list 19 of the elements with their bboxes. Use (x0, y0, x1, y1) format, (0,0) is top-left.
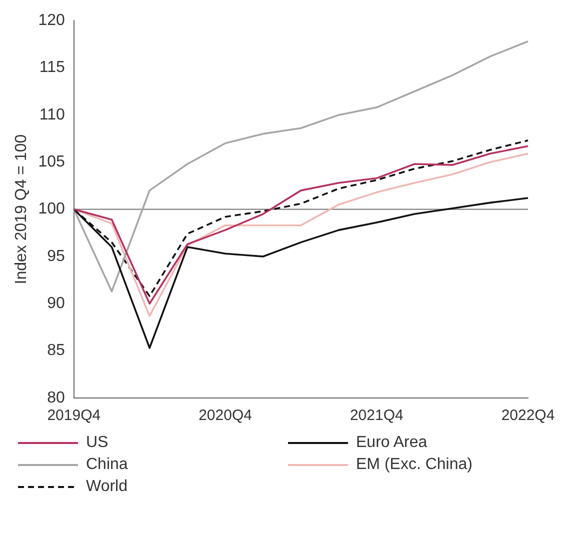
legend-label: China (86, 456, 128, 474)
y-tick-label: 110 (39, 106, 65, 124)
legend-label: US (86, 434, 108, 452)
y-tick-label: 115 (39, 59, 65, 76)
x-tick-label: 2020Q4 (198, 407, 252, 424)
y-tick-label: 90 (47, 295, 65, 312)
legend-label: World (86, 478, 128, 496)
y-axis-title: Index 2019 Q4 = 100 (13, 134, 30, 284)
legend-label: EM (Exc. China) (356, 456, 472, 474)
x-tick-label: 2019Q4 (47, 407, 101, 424)
y-tick-label: 95 (47, 248, 65, 265)
legend-label: Euro Area (356, 434, 428, 452)
y-tick-label: 100 (38, 200, 65, 218)
y-tick-label: 105 (38, 154, 65, 171)
y-tick-label: 80 (47, 389, 65, 406)
y-tick-label: 85 (47, 342, 65, 360)
x-tick-label: 2021Q4 (350, 407, 404, 424)
x-tick-label: 2022Q4 (501, 407, 555, 424)
y-tick-label: 120 (38, 12, 65, 30)
